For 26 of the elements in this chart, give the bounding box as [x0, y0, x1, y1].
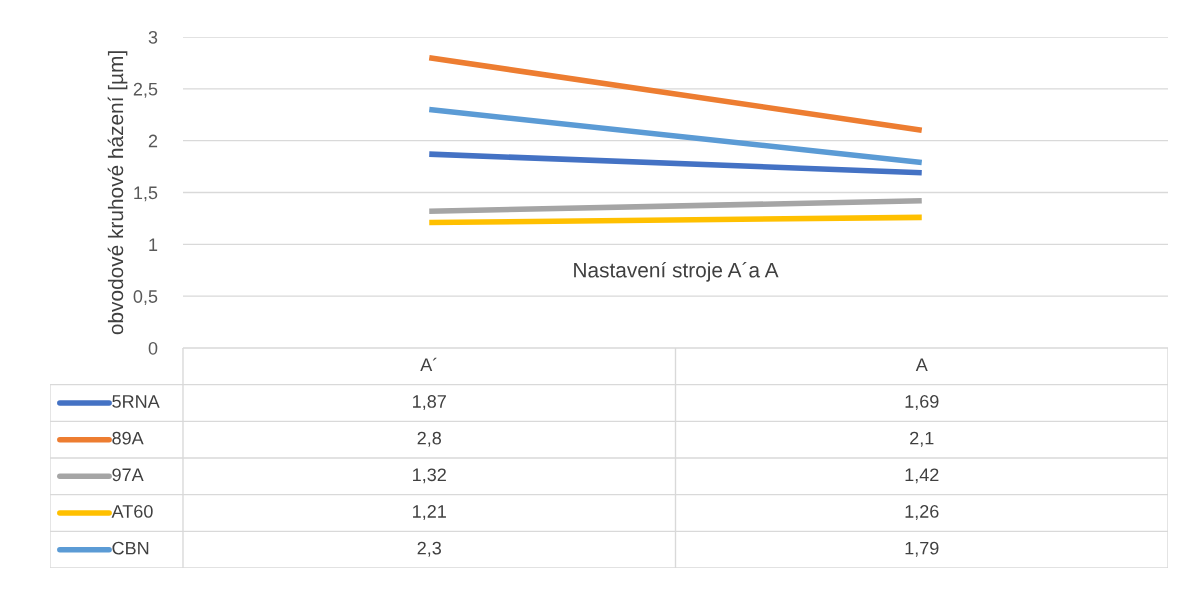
y-tick-label: 0	[148, 341, 158, 355]
data-label: 1,69	[905, 395, 939, 410]
legend-label: CBN	[112, 541, 149, 555]
legend-label: AT60	[111, 505, 153, 518]
y-tick-label: 1	[149, 238, 158, 251]
x-tick-label: A´	[420, 357, 437, 371]
x-tick-label: A	[915, 358, 928, 371]
y-tick-label: 2,5	[133, 82, 158, 98]
legend-label: 97A	[112, 468, 144, 482]
data-label: 1,42	[905, 468, 939, 484]
y-tick-label: 0,5	[133, 290, 158, 306]
x-axis-title: Nastavení stroje A´a A	[574, 261, 779, 282]
data-label: 1,26	[905, 505, 939, 520]
data-label: 2,8	[417, 431, 442, 447]
data-label: 1,79	[905, 541, 939, 557]
data-label: 1,87	[413, 395, 446, 410]
y-tick-label: 2	[148, 134, 158, 148]
y-axis-title: obvodové kruhové házení [µm]	[107, 51, 128, 335]
y-tick-label: 1,5	[134, 186, 158, 202]
data-label: 2,3	[417, 541, 442, 557]
y-tick-label: 3	[148, 30, 158, 44]
data-label: 2,1	[910, 431, 934, 447]
data-label: 1,21	[413, 505, 446, 520]
legend-label: 89A	[112, 431, 144, 445]
data-label: 1,32	[413, 468, 446, 484]
legend-label: 5RNA	[112, 395, 160, 408]
